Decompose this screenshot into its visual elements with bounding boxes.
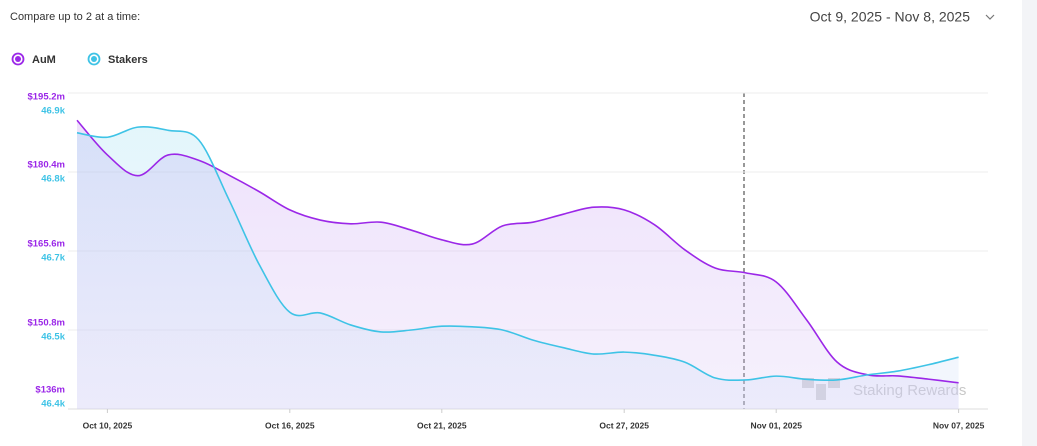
y-tick-label: $180.4m bbox=[27, 160, 65, 171]
series-line bbox=[76, 126, 959, 382]
y2-tick-label: 46.8k bbox=[41, 174, 65, 185]
y2-tick-label: 46.4k bbox=[41, 399, 65, 410]
legend-label: AuM bbox=[32, 54, 56, 66]
date-range[interactable]: Oct 9, 2025 - Nov 8, 2025 bbox=[810, 9, 971, 25]
x-tick-label: Oct 21, 2025 bbox=[417, 420, 467, 430]
area-fill bbox=[77, 126, 959, 410]
x-tick-label: Nov 07, 2025 bbox=[933, 420, 985, 430]
y-tick-label: $136m bbox=[35, 385, 65, 396]
x-tick-label: Oct 10, 2025 bbox=[83, 420, 133, 430]
x-tick-label: Nov 01, 2025 bbox=[750, 420, 802, 430]
y2-tick-label: 46.5k bbox=[41, 332, 65, 343]
series-line bbox=[76, 119, 959, 384]
x-tick-label: Oct 16, 2025 bbox=[265, 420, 315, 430]
dropdown-chevron[interactable] bbox=[985, 14, 995, 20]
legend-marker bbox=[15, 56, 21, 62]
x-tick-label: Oct 27, 2025 bbox=[599, 420, 649, 430]
compare-note: Compare up to 2 at a time: bbox=[10, 11, 140, 23]
side-strip bbox=[1022, 0, 1037, 446]
y2-tick-label: 46.9k bbox=[41, 106, 65, 117]
legend-marker bbox=[91, 56, 97, 62]
y2-tick-label: 46.7k bbox=[41, 253, 65, 264]
y-tick-label: $195.2m bbox=[27, 92, 65, 103]
y-tick-label: $165.6m bbox=[27, 239, 65, 250]
legend-label: Stakers bbox=[108, 54, 148, 66]
y-tick-label: $150.8m bbox=[27, 318, 65, 329]
